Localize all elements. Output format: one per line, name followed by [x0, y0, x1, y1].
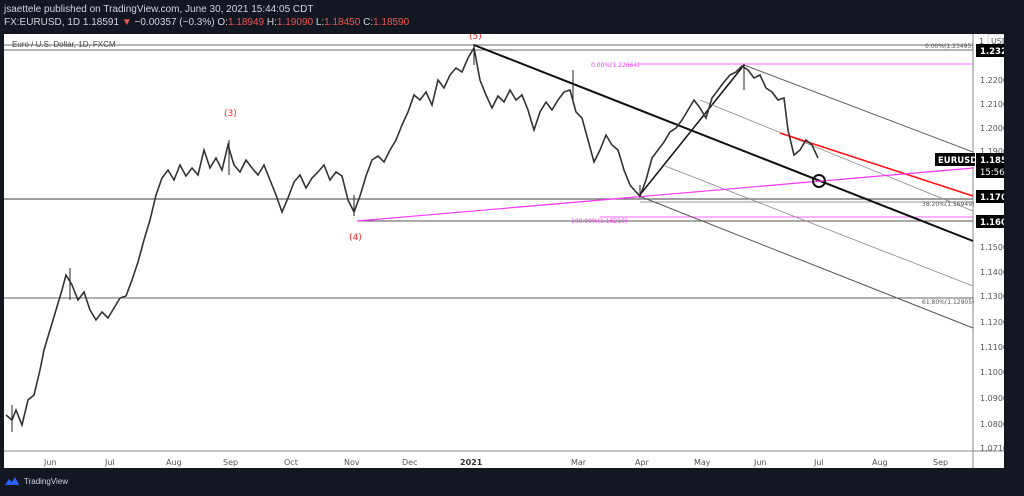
tick-1.14: 1.14000 — [980, 268, 1004, 277]
wave-label-4: (4) — [349, 233, 362, 243]
tradingview-logo-icon — [5, 477, 19, 485]
price-change: −0.00357 (−0.3%) — [134, 17, 215, 28]
fib-label-38: 38.20%(1.16949) — [922, 201, 974, 208]
wave-labels: (3) (4) (5) — [224, 34, 482, 243]
brand-label: TradingView — [24, 476, 69, 486]
tick-1.12: 1.12000 — [980, 318, 1004, 327]
wave-label-5: (5) — [469, 34, 482, 42]
last-price: 1.18591 — [82, 17, 120, 28]
fib-labels: 0.00%(1.23495) 0.00%(1.22664) 38.20%(1.1… — [571, 43, 974, 306]
x-tick: Nov — [344, 458, 360, 467]
close-value: 1.18590 — [373, 17, 410, 28]
level-tag-1.17041: 1.17041 — [980, 193, 1004, 203]
tick-1.20: 1.20000 — [980, 124, 1004, 133]
tick-1.19: 1.19000 — [980, 147, 1004, 156]
x-tick: Sep — [933, 458, 948, 467]
x-tick: Aug — [166, 458, 182, 467]
high-value: 1.19090 — [276, 17, 314, 28]
trend-lines[interactable] — [356, 44, 974, 329]
tick-1.13: 1.13000 — [980, 292, 1004, 301]
time-axis[interactable]: Jun Jul Aug Sep Oct Nov Dec 2021 Mar Apr… — [43, 458, 948, 467]
wave-label-3: (3) — [224, 109, 237, 119]
tick-1.10: 1.10000 — [980, 368, 1004, 377]
x-tick: May — [694, 458, 711, 467]
tick-1.22: 1.22000 — [980, 76, 1004, 85]
level-tag-1.23295: 1.23295 — [980, 47, 1004, 57]
symbol-line: FX:EURUSD, 1D 1.18591 ▼ −0.00357 (−0.3%)… — [4, 16, 1020, 30]
x-tick: Sep — [223, 458, 238, 467]
x-tick: Jul — [813, 458, 824, 467]
circle-marker[interactable] — [812, 174, 826, 188]
publisher-line: jsaettele published on TradingView.com, … — [4, 4, 314, 15]
currency-label[interactable]: USD — [991, 37, 1004, 46]
x-tick: Mar — [571, 458, 587, 467]
symbol-tag-label: EURUSD — [938, 156, 977, 166]
tick-1.071: 1.07100 — [980, 444, 1004, 453]
tick-1.11: 1.11000 — [980, 343, 1004, 352]
symbol-tag — [935, 153, 975, 166]
chart-panel[interactable]: 0.00%(1.23495) 0.00%(1.22664) 38.20%(1.1… — [4, 34, 1004, 468]
low-label: L: — [315, 17, 325, 28]
price-chart[interactable]: 0.00%(1.23495) 0.00%(1.22664) 38.20%(1.1… — [4, 34, 1004, 468]
level-tag-1.16025: 1.16025 — [980, 218, 1004, 228]
publish-header: jsaettele published on TradingView.com, … — [0, 0, 1024, 34]
x-tick-year: 2021 — [460, 458, 483, 467]
close-label: C: — [363, 17, 374, 28]
bar-countdown: 15:56 — [980, 168, 1004, 178]
open-label: O: — [217, 17, 228, 28]
fib-label-0-top: 0.00%(1.23495) — [925, 43, 974, 50]
x-tick: Aug — [872, 458, 888, 467]
x-tick: Jun — [753, 458, 767, 467]
svg-text:1: 1 — [979, 37, 984, 46]
fib-label-61: 61.80%(1.12905) — [922, 299, 974, 306]
down-arrow-icon: ▼ — [121, 17, 132, 28]
fib-label-100: 100.00%(1.16210) — [571, 218, 627, 225]
x-tick: Dec — [402, 458, 417, 467]
price-axis[interactable]: 1 USD 1.22000 1.21000 1.20000 1.19000 1.… — [935, 34, 1004, 453]
current-price-tag: 1.18590 — [980, 156, 1004, 166]
x-tick: Apr — [635, 458, 650, 467]
tick-1.15: 1.15000 — [980, 243, 1004, 252]
horizontal-levels[interactable] — [4, 44, 973, 299]
high-label: H: — [266, 17, 277, 28]
x-tick: Jun — [43, 458, 57, 467]
low-value: 1.18450 — [324, 17, 361, 28]
x-tick: Oct — [284, 458, 298, 467]
symbol: FX:EURUSD, 1D — [4, 17, 81, 28]
tick-1.21: 1.21000 — [980, 100, 1004, 109]
price-candles — [5, 44, 819, 432]
open-value: 1.18949 — [227, 17, 265, 28]
tick-1.09: 1.09000 — [980, 394, 1004, 403]
chart-title: Euro / U.S. Dollar, 1D, FXCM — [12, 40, 116, 49]
tick-1.08: 1.08000 — [980, 420, 1004, 429]
x-tick: Jul — [104, 458, 115, 467]
fib-label-0-second: 0.00%(1.22664) — [591, 62, 640, 69]
footer-brand[interactable]: TradingView — [4, 476, 68, 486]
